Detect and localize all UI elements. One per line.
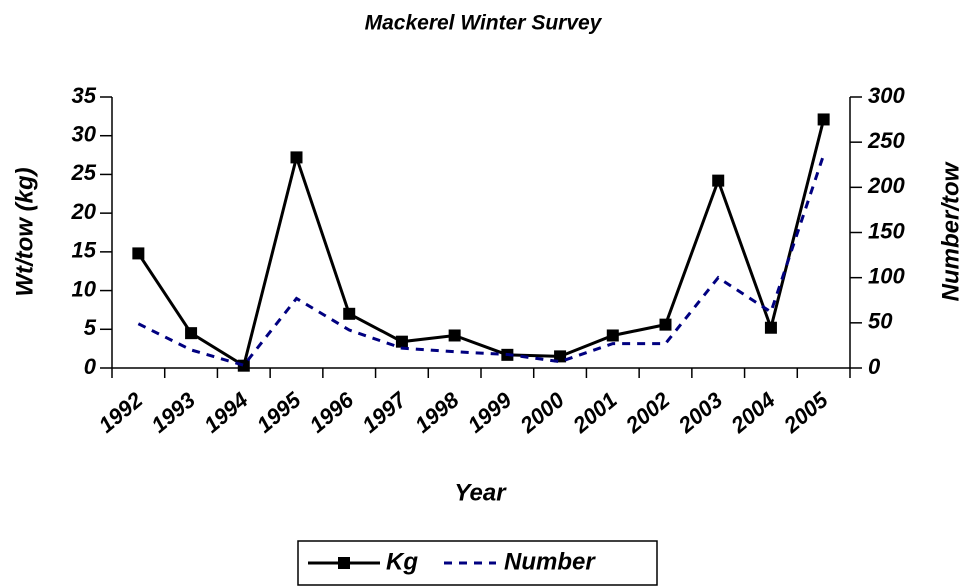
marker — [606, 329, 619, 342]
legend-box — [297, 540, 658, 586]
x-tick-label: 1999 — [463, 387, 517, 438]
series-line — [137, 154, 826, 368]
y-tick-label: 20 — [71, 199, 97, 224]
marker — [764, 321, 777, 334]
y2-tick-label: 200 — [867, 173, 905, 198]
marker — [659, 318, 672, 331]
y-tick-label: 0 — [84, 354, 97, 379]
marker — [712, 174, 725, 187]
marker — [448, 329, 461, 342]
marker — [817, 113, 830, 126]
y2-tick-label: 300 — [868, 83, 905, 108]
x-tick-label: 2001 — [567, 387, 621, 438]
x-tick-label: 2005 — [778, 387, 833, 439]
y2-tick-label: 100 — [868, 263, 905, 288]
marker — [237, 359, 250, 372]
y-axis-label: Wt/tow (kg) — [11, 167, 38, 296]
y-tick-label: 5 — [84, 315, 97, 340]
marker — [554, 350, 567, 363]
y2-tick-label: 50 — [868, 309, 893, 334]
x-axis-label: Year — [454, 479, 507, 506]
x-tick-label: 1992 — [94, 387, 148, 438]
x-tick-label: 2000 — [515, 387, 570, 439]
legend-label: Number — [504, 548, 596, 575]
chart-title: Mackerel Winter Survey — [365, 12, 603, 35]
x-tick-label: 1993 — [146, 387, 200, 438]
marker — [343, 307, 356, 320]
marker — [132, 247, 145, 260]
x-tick-label: 1996 — [305, 387, 359, 438]
x-tick-label: 1995 — [252, 387, 306, 438]
series-line — [137, 119, 826, 369]
marker — [185, 327, 198, 340]
x-tick-label: 2003 — [673, 387, 727, 438]
y-tick-label: 15 — [72, 238, 97, 263]
y2-tick-label: 150 — [868, 218, 905, 243]
x-tick-label: 2004 — [726, 387, 780, 438]
x-tick-label: 1997 — [357, 386, 412, 438]
y-tick-label: 10 — [72, 276, 97, 301]
marker — [290, 151, 303, 164]
y2-tick-label: 250 — [867, 128, 905, 153]
legend-marker — [338, 557, 350, 569]
y-tick-label: 35 — [72, 83, 97, 108]
marker — [395, 335, 408, 348]
x-tick-label: 2002 — [620, 387, 675, 439]
y2-tick-label: 0 — [868, 354, 881, 379]
y-tick-label: 25 — [71, 160, 97, 185]
x-tick-label: 1998 — [410, 387, 464, 438]
y2-axis-label: Number/tow — [937, 161, 964, 301]
legend-label: Kg — [386, 548, 418, 575]
y-tick-label: 30 — [72, 122, 97, 147]
x-tick-label: 1994 — [199, 387, 253, 438]
